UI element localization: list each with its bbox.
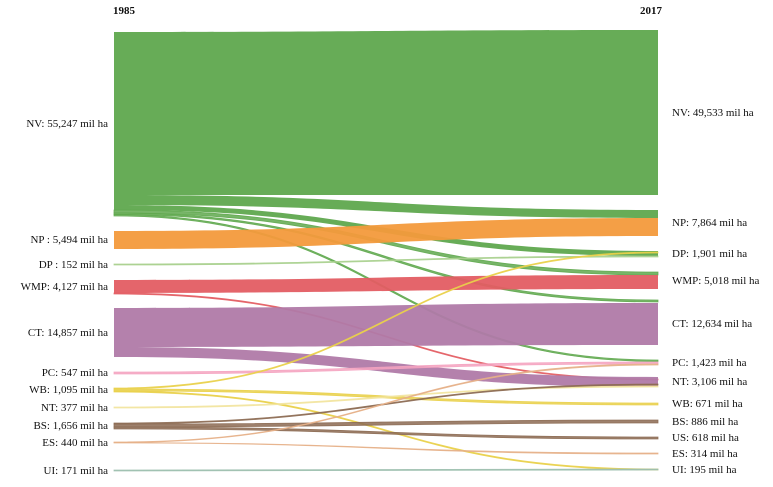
flow-nt-to-nt — [113, 385, 659, 409]
label-1985-nt: NT: 377 mil ha — [41, 401, 108, 414]
label-2017-ct: CT: 12,634 mil ha — [672, 318, 753, 330]
label-1985-wb: WB: 1,095 mil ha — [29, 384, 108, 396]
flow-ct-to-ct — [114, 303, 658, 347]
label-2017-pc: PC: 1,423 mil ha — [672, 356, 747, 369]
label-2017-np: NP: 7,864 mil ha — [672, 217, 748, 229]
label-2017-nt: NT: 3,106 mil ha — [672, 376, 748, 388]
flow-bs-to-us — [113, 426, 659, 440]
flow-dp-to-dp — [113, 255, 659, 266]
flow-nv-to-np — [114, 195, 658, 218]
year-1985-label: 1985 — [113, 5, 135, 17]
label-2017-ui: UI: 195 mil ha — [672, 463, 737, 476]
flows-layer — [113, 30, 659, 472]
label-2017-es: ES: 314 mil ha — [672, 447, 738, 460]
flow-wb-to-dp — [113, 251, 659, 390]
label-1985-es: ES: 440 mil ha — [42, 436, 108, 449]
label-2017-nv: NV: 49,533 mil ha — [672, 106, 754, 119]
label-1985-bs: BS: 1,656 mil ha — [33, 420, 108, 432]
label-2017-wmp: WMP: 5,018 mil ha — [672, 274, 760, 287]
label-1985-wmp: WMP: 4,127 mil ha — [20, 281, 108, 293]
flow-es-to-es — [113, 442, 659, 455]
flow-es-to-pc — [113, 363, 659, 444]
label-1985-nv: NV: 55,247 mil ha — [26, 118, 108, 130]
label-2017-us: US: 618 mil ha — [672, 432, 739, 444]
label-2017-dp: DP: 1,901 mil ha — [672, 248, 748, 260]
label-1985-ct: CT: 14,857 mil ha — [27, 326, 108, 339]
label-1985-ui: UI: 171 mil ha — [43, 464, 108, 477]
flow-wmp-to-wmp — [114, 275, 658, 293]
flow-ui-to-ui — [113, 468, 659, 472]
flow-np-to-np — [114, 218, 658, 249]
label-2017-bs: BS: 886 mil ha — [672, 415, 739, 428]
label-1985-pc: PC: 547 mil ha — [41, 367, 108, 379]
flow-bs-to-bs — [113, 419, 659, 428]
label-1985-np: NP : 5,494 mil ha — [30, 234, 108, 246]
flow-nv-to-nv — [114, 30, 658, 195]
year-2017-label: 2017 — [640, 5, 662, 17]
label-1985-dp: DP : 152 mil ha — [38, 258, 108, 271]
label-2017-wb: WB: 671 mil ha — [672, 398, 743, 410]
